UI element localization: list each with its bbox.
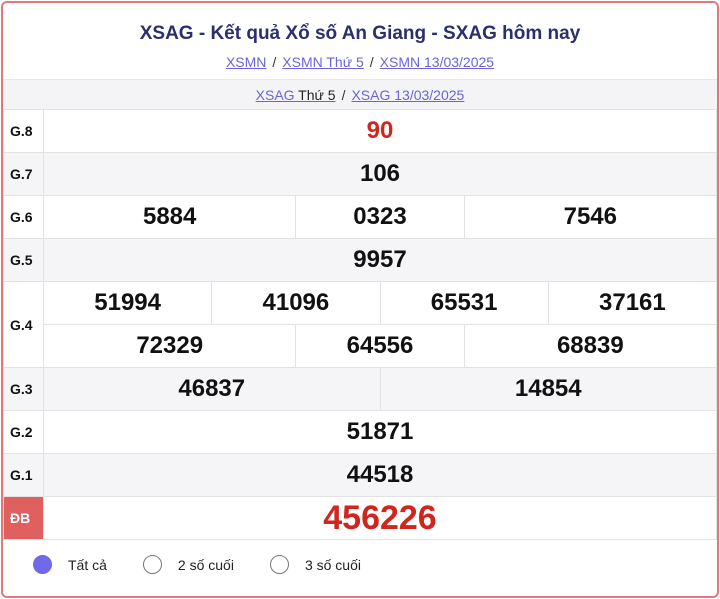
prize-value: 44518 — [43, 453, 717, 497]
display-options: Tất cả 2 số cuối 3 số cuối — [33, 555, 397, 574]
prize-value: 106 — [43, 152, 717, 196]
prize-value: 9957 — [43, 238, 717, 282]
row-g1: G.1 44518 — [3, 453, 717, 497]
row-g4b: 72329 64556 68839 — [4, 324, 717, 368]
row-g5: G.5 9957 — [3, 238, 717, 282]
radio-unchecked-icon[interactable] — [269, 555, 289, 574]
prize-value: 64556 — [295, 324, 465, 368]
prize-value: 65531 — [379, 281, 549, 325]
row-g2: G.2 51871 — [3, 410, 717, 454]
prize-value: 90 — [43, 109, 717, 153]
row-db: ĐB 456226 — [3, 496, 717, 540]
breadcrumb-xsmn-thu5[interactable]: XSMN Thứ 5 — [282, 54, 364, 70]
prize-value: 0323 — [295, 195, 465, 239]
prize-value: 51871 — [43, 410, 717, 454]
prize-value: 37161 — [547, 281, 717, 325]
prize-value: 14854 — [379, 367, 717, 411]
prize-value: 51994 — [42, 281, 213, 325]
page-title: XSAG - Kết quả Xổ số An Giang - SXAG hôm… — [139, 23, 581, 44]
results-table: G.8 90 G.7 106 G.6 5884 0323 7546 G.5 9957 G.4… — [3, 109, 717, 540]
option-last-2[interactable]: 2 số cuối — [142, 555, 234, 574]
xsag-link[interactable]: XSAG Thứ 5 — [255, 87, 336, 103]
breadcrumb-xsmn[interactable]: XSMN — [225, 54, 267, 70]
radio-checked-icon[interactable] — [33, 555, 52, 574]
row-g3: G.3 46837 14854 — [3, 367, 717, 411]
option-last-3[interactable]: 3 số cuối — [269, 555, 361, 574]
prize-value: 7546 — [463, 195, 717, 239]
row-g7: G.7 106 — [3, 152, 717, 196]
prize-value: 41096 — [211, 281, 381, 325]
radio-unchecked-icon[interactable] — [142, 555, 162, 574]
special-prize-value: 456226 — [43, 496, 717, 540]
prize-value: 68839 — [463, 324, 717, 368]
breadcrumb-xsmn-date[interactable]: XSMN 13/03/2025 — [379, 54, 495, 70]
row-g6: G.6 5884 0323 7546 — [3, 195, 717, 239]
row-g4: G.4 51994 41096 65531 37161 — [3, 281, 717, 368]
option-all[interactable]: Tất cả — [33, 555, 107, 574]
prize-value: 5884 — [42, 195, 297, 239]
breadcrumb: XSMN / XSMN Thứ 5/XSMN 13/03/2025 — [225, 54, 495, 70]
xsag-date-link[interactable]: XSAG 13/03/2025 — [351, 87, 465, 103]
row-g8: G.8 90 — [3, 109, 717, 153]
sub-header: XSAG Thứ 5/XSAG 13/03/2025 — [3, 79, 717, 110]
prize-value: 46837 — [43, 367, 381, 411]
prize-value: 72329 — [42, 324, 297, 368]
